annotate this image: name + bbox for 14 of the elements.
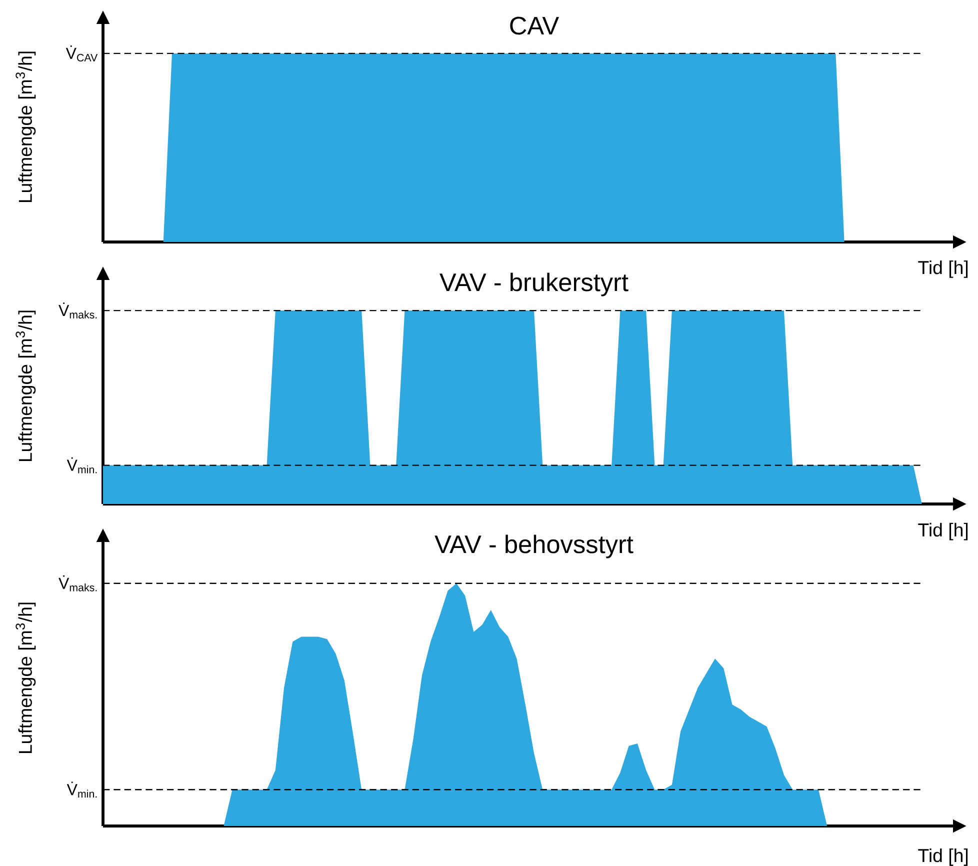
x-axis-title: Tid [h]: [918, 260, 968, 278]
y-axis-title: Luftmengde [m$^{3}$/h]: [16, 310, 36, 462]
chart-title: CAV: [510, 16, 559, 35]
chart-title: VAV - behovsstyrt: [434, 534, 634, 558]
ref-line-label: V̇$_{CAV}$: [66, 46, 98, 62]
ref-line-label: V̇$_{min.}$: [66, 782, 97, 798]
x-axis-title: Tid [h]: [918, 522, 968, 540]
y-axis-title: Luftmengde [m$^{3}$/h]: [16, 52, 36, 202]
x-axis-title: Tid [h]: [918, 848, 968, 866]
y-axis-title: Luftmengde [m$^{3}$/h]: [16, 602, 36, 754]
ref-line-label: V̇$_{maks.}$: [58, 575, 97, 592]
chart-title: VAV - brukerstyrt: [440, 272, 628, 296]
ref-line-label: V̇$_{min.}$: [66, 457, 97, 474]
ref-line-label: V̇$_{maks.}$: [58, 302, 97, 319]
